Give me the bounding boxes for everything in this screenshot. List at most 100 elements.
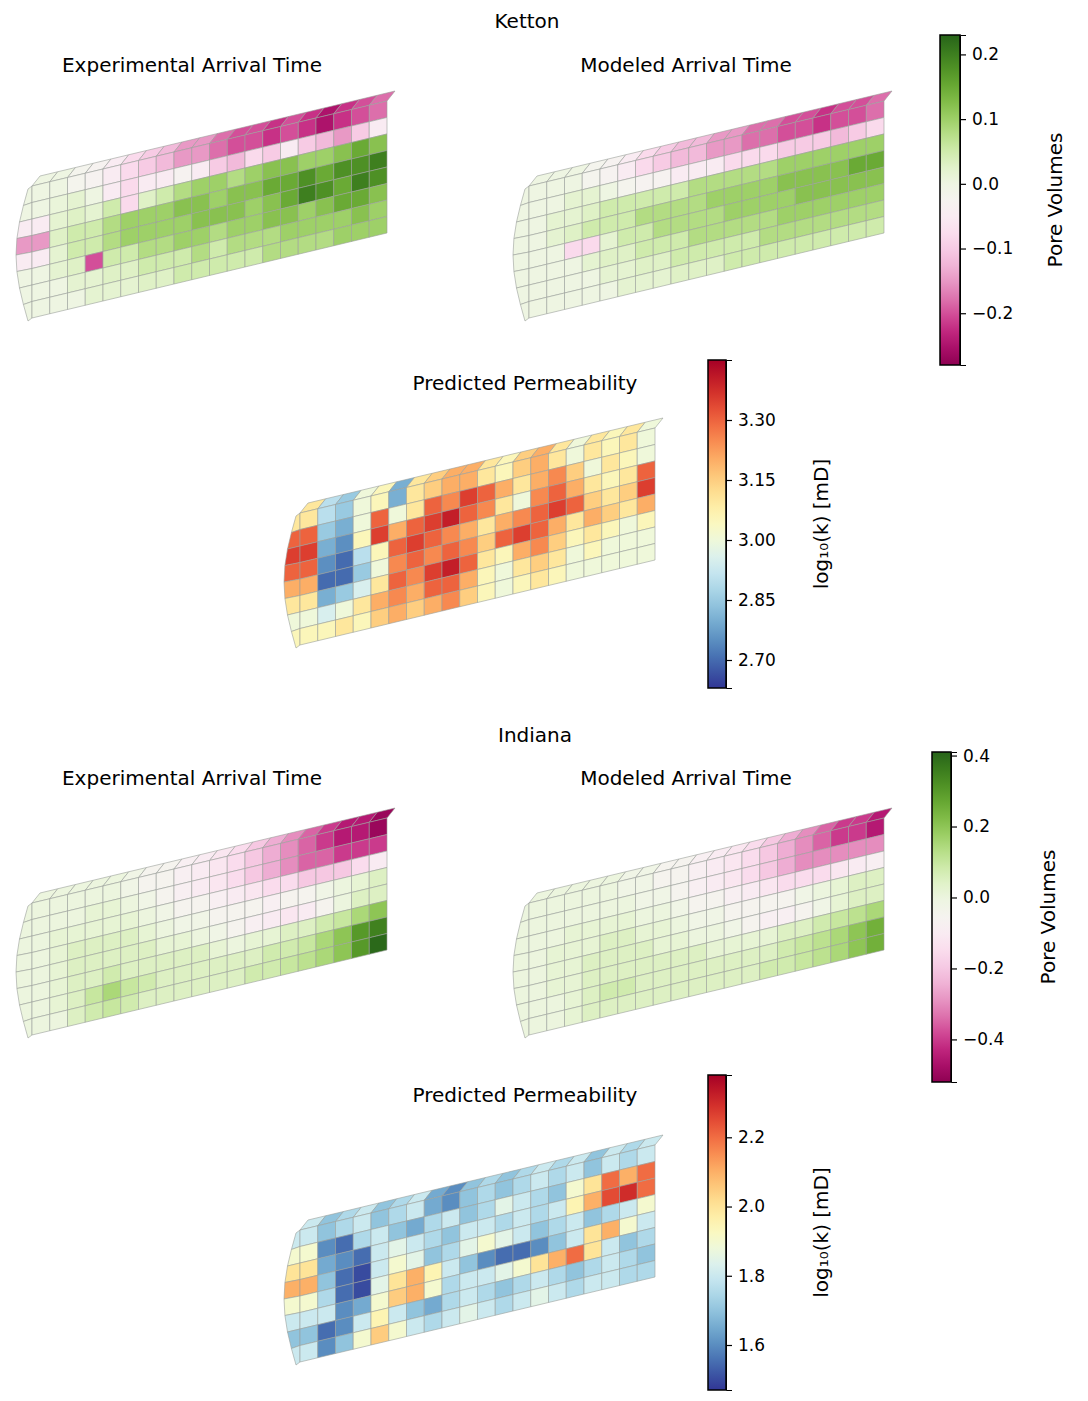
cell [336, 616, 354, 637]
cell [227, 968, 245, 989]
cell [831, 225, 849, 246]
cell [263, 959, 281, 980]
end-cap-cell [284, 1280, 300, 1300]
tick: 1.8 [726, 1266, 765, 1286]
cell [369, 217, 387, 238]
cell [318, 1337, 336, 1358]
tick-label: −0.4 [963, 1029, 1004, 1049]
cell [547, 1010, 565, 1031]
cell [671, 980, 689, 1001]
colorbar-label: log₁₀(k) [mD] [809, 459, 833, 590]
cell [263, 242, 281, 263]
end-cap-cell [291, 629, 300, 649]
cell [281, 955, 299, 976]
tick: 3.15 [726, 470, 776, 490]
tick: 0.0 [960, 174, 999, 194]
cell [620, 548, 638, 569]
end-cap-cell [17, 986, 32, 1006]
cell [352, 938, 370, 959]
cell [602, 552, 620, 573]
end-cap-cell [285, 596, 300, 616]
cell [584, 556, 602, 577]
cell [795, 951, 813, 972]
cell [637, 544, 655, 565]
cell [636, 989, 654, 1010]
cell [582, 285, 600, 306]
cell [121, 993, 139, 1014]
tick-mark [951, 968, 957, 969]
end-cap-cell [16, 969, 32, 989]
cell [298, 951, 316, 972]
end-cap-cell [514, 936, 529, 956]
end-cap-cell [288, 530, 300, 550]
end-cap-cell [517, 203, 529, 223]
cell [637, 1261, 655, 1282]
cell [582, 1002, 600, 1023]
tick-mark [960, 54, 966, 55]
end-cap-cell [288, 1329, 300, 1349]
tick-mark [960, 248, 966, 249]
axis-line [727, 1076, 733, 1391]
cell [352, 221, 370, 242]
end-cap-cell [291, 1346, 300, 1366]
colorbar-ramp [708, 360, 726, 688]
cell [620, 1265, 638, 1286]
colorbar-axis: 0.20.10.0−0.1−0.2 [960, 36, 1013, 366]
tick-label: 0.0 [963, 887, 990, 907]
end-cap-cell [20, 203, 32, 223]
cell [192, 259, 210, 280]
end-cap-cell [291, 1230, 300, 1250]
end-cap-cell [517, 285, 529, 305]
tick-mark [960, 313, 966, 314]
cell [353, 612, 371, 633]
cell [442, 1307, 460, 1328]
panel-title: Modeled Arrival Time [580, 766, 792, 790]
cell [478, 582, 496, 603]
cell [174, 263, 192, 284]
end-cap-cell [288, 612, 300, 632]
tick-label: 3.15 [738, 470, 776, 490]
end-cap-cell [513, 953, 529, 973]
tick-label: 1.8 [738, 1266, 765, 1286]
cell [849, 221, 867, 242]
end-cap-cell [284, 579, 300, 599]
cell [298, 234, 316, 255]
cell [68, 1006, 86, 1027]
tick: −0.2 [951, 958, 1004, 978]
end-cap-cell [16, 236, 32, 256]
axis-line [961, 36, 967, 366]
tick-label: 1.6 [738, 1335, 765, 1355]
panel-title: Experimental Arrival Time [62, 766, 322, 790]
end-cap-cell [517, 920, 529, 940]
cell [210, 255, 228, 276]
cell [602, 1269, 620, 1290]
end-cap-cell [23, 1019, 32, 1039]
tick-label: 3.00 [738, 530, 776, 550]
tick: 0.4 [951, 745, 990, 765]
cell [103, 280, 121, 301]
end-cap-cell [284, 1296, 300, 1316]
colorbar-ramp [708, 1075, 726, 1390]
tick-label: 2.0 [738, 1196, 765, 1216]
end-cap-cell [17, 269, 32, 289]
end-cap-cell [514, 986, 529, 1006]
cell [32, 1014, 50, 1035]
cell [760, 242, 778, 263]
tick-mark [951, 826, 957, 827]
voxel-block [16, 91, 395, 321]
tick-mark [960, 184, 966, 185]
cell [460, 586, 478, 607]
cell [389, 603, 407, 624]
end-cap-cell [285, 1263, 300, 1283]
end-cap-cell [23, 186, 32, 206]
end-cap-cell [520, 186, 529, 206]
tick-mark [960, 119, 966, 120]
cell [653, 985, 671, 1006]
end-cap-cell [285, 1313, 300, 1333]
end-cap-cell [513, 252, 529, 272]
tick: −0.1 [960, 238, 1013, 258]
cell [689, 976, 707, 997]
cell [50, 1010, 68, 1031]
cell [866, 934, 884, 955]
cell [618, 276, 636, 297]
